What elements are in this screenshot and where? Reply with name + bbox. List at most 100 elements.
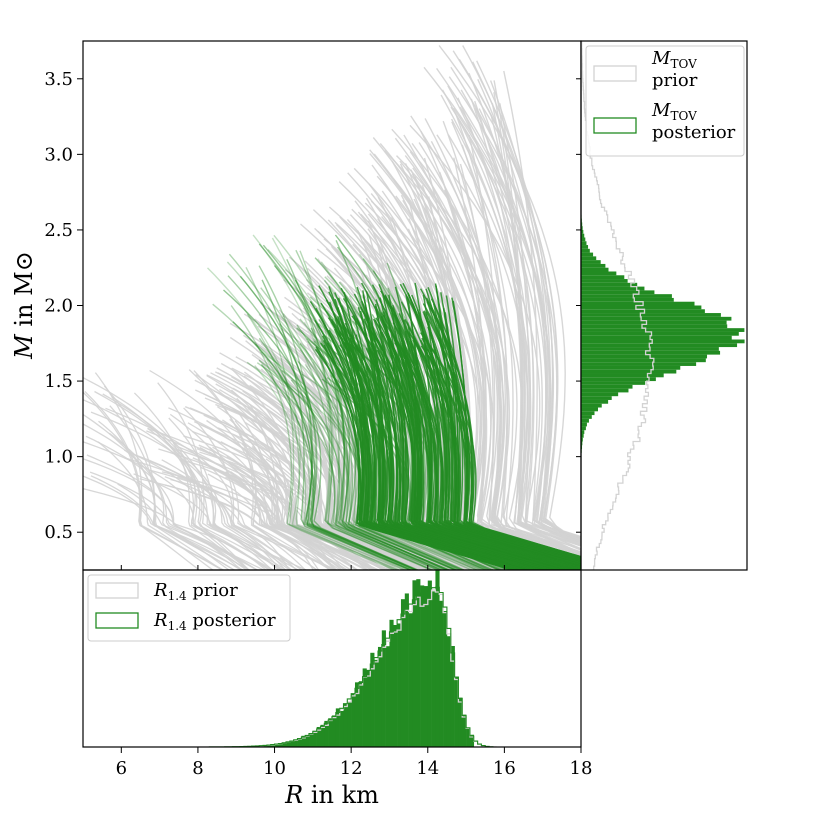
radius-posterior-bar <box>439 600 444 747</box>
radius-posterior-bar <box>305 736 310 747</box>
mass-legend-label-line2: prior <box>652 70 698 91</box>
mr-curve <box>215 403 462 570</box>
mr-curve <box>294 279 450 570</box>
mass-posterior-bar <box>581 407 598 412</box>
radius-posterior-bar <box>282 743 287 747</box>
mr-curve <box>290 379 442 570</box>
mr-curve <box>299 250 447 570</box>
mr-curve <box>164 476 306 570</box>
radius-posterior-bar <box>270 744 275 747</box>
main-panel: 0.5 1.0 1.5 2.0 2.5 3.0 3.5 M in M⊙ <box>10 40 582 571</box>
mr-curve <box>320 302 526 570</box>
mass-legend-box <box>585 45 745 157</box>
mr-curve <box>254 365 411 570</box>
x-axis-label: R in km <box>284 781 379 809</box>
mass-posterior-bar <box>581 392 619 397</box>
radius-posterior-bar <box>458 697 463 747</box>
mr-curve <box>458 58 581 543</box>
bottom-histogram-panel: 6 8 10 12 14 16 18 R in km R1.4 prior R1.4 post… <box>82 565 592 809</box>
radius-posterior-bar <box>324 720 329 747</box>
mr-curve <box>382 294 561 570</box>
mr-curve <box>426 301 581 563</box>
mr-curve <box>206 375 369 570</box>
radius-posterior-bar <box>450 645 455 747</box>
radius-posterior-bar <box>381 630 386 747</box>
mass-posterior-bar <box>581 294 672 298</box>
mass-posterior-bar <box>581 339 745 344</box>
right-y-ticks <box>576 78 581 533</box>
mass-posterior-bar <box>581 301 695 306</box>
mr-curve <box>226 261 413 570</box>
mr-curve <box>199 446 369 570</box>
mr-curve <box>102 393 285 570</box>
mr-curve <box>474 107 581 551</box>
y-ticks: 0.5 1.0 1.5 2.0 2.5 3.0 3.5 <box>44 69 83 543</box>
radius-legend: R1.4 prior R1.4 posterior <box>87 574 291 642</box>
mass-posterior-bar <box>581 229 584 234</box>
mr-curve <box>246 313 404 570</box>
mass-posterior-bar <box>581 381 646 385</box>
mr-curve <box>261 279 411 570</box>
mr-curve <box>267 307 447 570</box>
mr-curve <box>245 266 400 570</box>
mr-curve <box>168 407 373 570</box>
x-tick-label: 16 <box>493 758 516 779</box>
mr-curve <box>282 313 444 570</box>
radius-posterior-bar <box>416 579 421 747</box>
radius-histogram <box>197 570 497 747</box>
mr-curve <box>108 432 264 570</box>
radius-posterior-bar <box>454 677 459 747</box>
radius-posterior-bar <box>286 741 291 747</box>
mass-posterior-bar <box>581 316 732 321</box>
radius-posterior-bar <box>366 670 371 747</box>
mass-posterior-bar <box>581 384 633 389</box>
mass-posterior-bar <box>581 241 587 246</box>
mr-curve <box>468 134 581 556</box>
mass-posterior-bar <box>581 335 732 340</box>
mr-curve <box>374 303 550 570</box>
mr-curve <box>315 346 513 570</box>
mass-posterior-bar <box>581 313 721 317</box>
mr-curve <box>147 427 287 570</box>
mr-curve <box>232 321 414 570</box>
radius-posterior-bar <box>301 735 306 747</box>
mr-curve <box>230 305 395 570</box>
mass-posterior-bar <box>581 354 708 359</box>
mr-curve <box>223 289 417 570</box>
radius-posterior-bar <box>412 580 417 747</box>
mass-posterior-bar <box>581 362 697 366</box>
mass-posterior-bar <box>581 309 705 314</box>
y-tick-label: 2.5 <box>44 220 73 241</box>
radius-posterior-bar <box>408 613 413 747</box>
mass-posterior-bar <box>581 260 601 264</box>
mass-posterior-bar <box>581 267 609 272</box>
mr-curve <box>260 287 432 570</box>
radius-posterior-bar <box>377 646 383 747</box>
radius-posterior-bar <box>320 724 325 747</box>
mr-curve <box>233 466 376 570</box>
radius-posterior-bar <box>466 728 471 747</box>
x-tick-label: 8 <box>192 758 203 779</box>
mr-curve <box>207 267 397 570</box>
mr-curve <box>423 66 581 547</box>
mass-posterior-bar <box>581 365 681 370</box>
mr-curve <box>334 298 519 570</box>
x-tick-label: 10 <box>263 758 286 779</box>
mass-posterior-bar <box>581 233 585 238</box>
radius-posterior-bar <box>370 652 375 747</box>
radius-posterior-bar <box>443 610 448 747</box>
mr-curve <box>232 463 343 570</box>
mr-curve <box>459 163 581 566</box>
radius-posterior-bar <box>385 646 390 747</box>
mass-posterior-bar <box>581 388 629 393</box>
mass-posterior-bar <box>581 403 602 408</box>
x-ticks: 6 8 10 12 14 16 18 <box>116 565 592 779</box>
radius-posterior-bar <box>278 743 283 747</box>
mr-curve <box>299 343 463 570</box>
mass-posterior-bar <box>581 226 583 230</box>
radius-posterior-bar <box>362 668 367 747</box>
mr-curve <box>304 363 457 570</box>
mass-posterior-bar <box>581 248 590 253</box>
y-tick-label: 1.0 <box>44 447 73 468</box>
